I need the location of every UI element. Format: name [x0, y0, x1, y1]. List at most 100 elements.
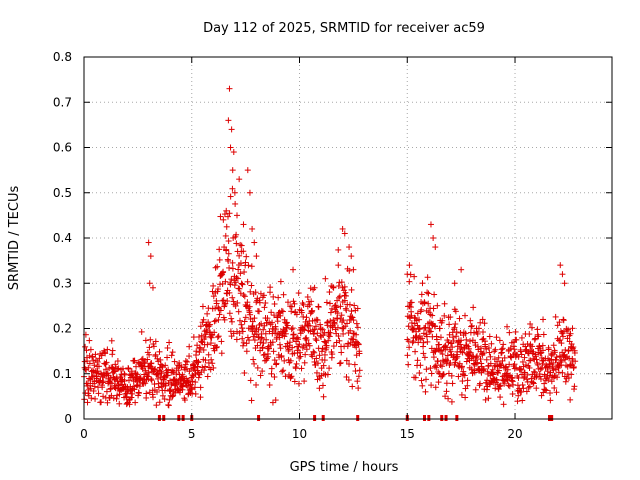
data-point — [214, 334, 221, 341]
data-point — [340, 330, 347, 337]
data-point — [406, 262, 413, 269]
data-point — [136, 383, 143, 390]
data-point — [319, 382, 326, 389]
data-point — [457, 337, 464, 344]
data-point — [238, 280, 245, 287]
data-point — [430, 305, 437, 312]
data-point — [218, 350, 225, 357]
data-point — [483, 386, 490, 393]
data-point — [142, 337, 149, 344]
data-point — [515, 392, 522, 399]
data-point — [462, 394, 469, 401]
data-point — [551, 384, 558, 391]
data-point — [241, 268, 248, 275]
data-point — [348, 286, 355, 293]
data-point — [290, 266, 297, 273]
data-point — [411, 273, 418, 280]
data-point — [104, 346, 111, 353]
data-point — [451, 280, 458, 287]
data-point — [260, 352, 267, 359]
data-point — [434, 358, 441, 365]
data-point — [224, 213, 231, 220]
data-point — [148, 377, 155, 384]
data-point — [186, 343, 193, 350]
baseline-marker — [181, 415, 185, 421]
data-point — [450, 338, 457, 345]
data-point — [143, 390, 150, 397]
data-point — [346, 301, 353, 308]
data-point — [343, 357, 350, 364]
data-point — [558, 357, 565, 364]
data-point — [253, 381, 260, 388]
data-point — [244, 299, 251, 306]
data-point — [498, 349, 505, 356]
data-point — [195, 358, 202, 365]
data-point — [433, 336, 440, 343]
data-point — [356, 350, 363, 357]
data-point — [315, 304, 322, 311]
data-point — [134, 371, 141, 378]
data-point — [94, 358, 101, 365]
data-point — [335, 262, 342, 269]
data-point — [218, 338, 225, 345]
data-point — [179, 383, 186, 390]
data-point — [269, 399, 276, 406]
data-point — [334, 324, 341, 331]
data-point — [295, 336, 302, 343]
data-point — [570, 363, 577, 370]
data-point — [557, 337, 564, 344]
data-point — [232, 279, 239, 286]
data-point — [247, 377, 254, 384]
data-point — [526, 364, 533, 371]
data-point — [336, 337, 343, 344]
data-point — [412, 334, 419, 341]
data-point — [288, 308, 295, 315]
data-point — [156, 399, 163, 406]
data-point — [154, 355, 161, 362]
data-point — [533, 356, 540, 363]
data-point — [310, 330, 317, 337]
data-point — [212, 305, 219, 312]
data-point — [291, 300, 298, 307]
data-point — [297, 353, 304, 360]
data-point — [550, 342, 557, 349]
data-point — [289, 344, 296, 351]
data-point — [119, 365, 126, 372]
data-point — [541, 380, 548, 387]
baseline-marker — [162, 415, 166, 421]
data-point — [173, 371, 180, 378]
data-point — [100, 378, 107, 385]
data-point — [329, 351, 336, 358]
data-point — [302, 335, 309, 342]
data-point — [320, 362, 327, 369]
data-point — [323, 342, 330, 349]
data-point — [197, 394, 204, 401]
y-tick-label: 0.4 — [53, 231, 72, 245]
data-point — [447, 314, 454, 321]
data-point — [172, 389, 179, 396]
data-point — [313, 355, 320, 362]
data-point — [302, 341, 309, 348]
data-point — [201, 367, 208, 374]
data-point — [234, 328, 241, 335]
data-point — [232, 200, 239, 207]
data-point — [470, 304, 477, 311]
data-point — [188, 385, 195, 392]
data-point — [283, 319, 290, 326]
data-point — [108, 380, 115, 387]
data-point — [321, 357, 328, 364]
data-point — [189, 372, 196, 379]
data-point — [246, 189, 253, 196]
data-point — [551, 349, 558, 356]
data-point — [537, 350, 544, 357]
data-point — [251, 239, 258, 246]
chart-title: Day 112 of 2025, SRMTID for receiver ac5… — [203, 21, 485, 36]
data-point — [423, 333, 430, 340]
data-point — [198, 338, 205, 345]
data-point — [111, 384, 118, 391]
data-point — [285, 299, 292, 306]
data-point — [250, 356, 257, 363]
data-point — [336, 293, 343, 300]
data-point — [571, 383, 578, 390]
data-point — [104, 399, 111, 406]
